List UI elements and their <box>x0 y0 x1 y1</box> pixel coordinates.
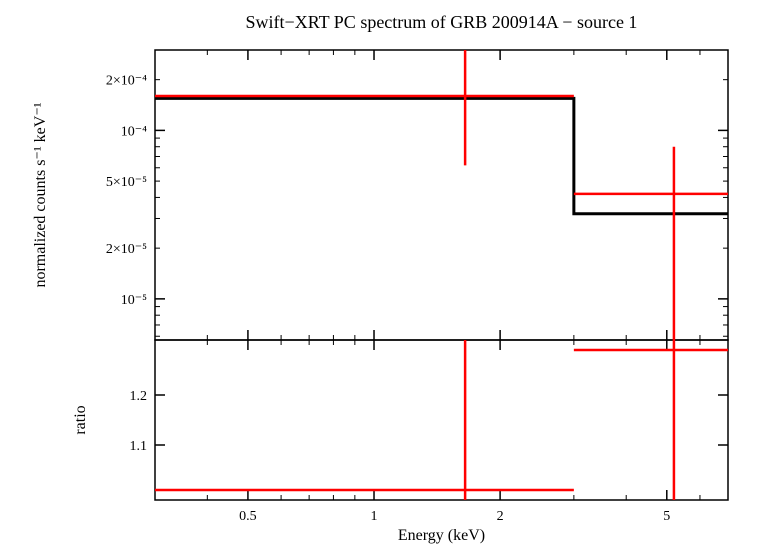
chart-title: Swift−XRT PC spectrum of GRB 200914A − s… <box>246 12 638 32</box>
y-axis-label-top: normalized counts s⁻¹ keV⁻¹ <box>32 102 49 287</box>
x-axis-label: Energy (keV) <box>398 527 485 544</box>
data-points-bottom <box>155 340 728 500</box>
x-tick-label: 0.5 <box>239 509 257 524</box>
y-tick-label-top: 10⁻⁵ <box>121 293 147 308</box>
model-histogram <box>155 98 728 213</box>
data-points-top <box>155 50 728 340</box>
y-tick-label-top: 2×10⁻⁴ <box>106 74 147 89</box>
x-tick-label: 5 <box>663 509 670 524</box>
spectrum-chart: Swift−XRT PC spectrum of GRB 200914A − s… <box>0 0 758 556</box>
y-axis-label-bottom: ratio <box>72 405 89 434</box>
y-tick-label-top: 5×10⁻⁵ <box>106 175 147 190</box>
x-tick-label: 2 <box>497 509 504 524</box>
y-tick-label-top: 10⁻⁴ <box>121 124 147 139</box>
y-tick-label-top: 2×10⁻⁵ <box>106 242 147 257</box>
bottom-panel-frame <box>155 340 728 500</box>
y-tick-label-bottom: 1.1 <box>130 439 148 454</box>
y-tick-label-bottom: 1.2 <box>130 389 148 404</box>
x-tick-label: 1 <box>371 509 378 524</box>
chart-svg: Swift−XRT PC spectrum of GRB 200914A − s… <box>0 0 758 556</box>
